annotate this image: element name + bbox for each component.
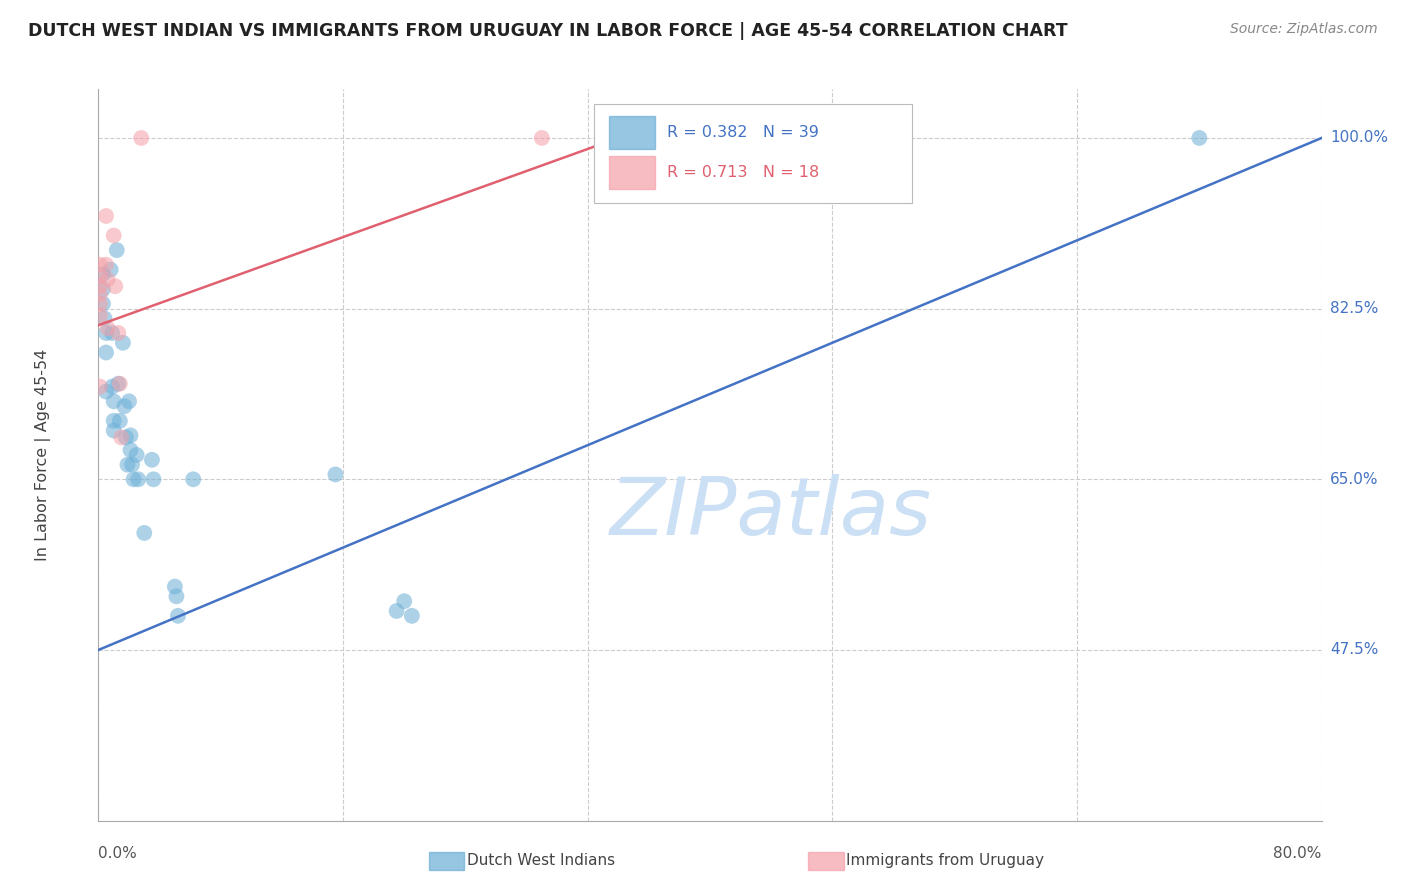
Point xyxy=(385,604,408,618)
Text: 80.0%: 80.0% xyxy=(1274,846,1322,861)
Point xyxy=(103,394,125,409)
Point xyxy=(89,287,111,301)
Point xyxy=(94,326,117,340)
Point xyxy=(117,458,139,472)
Point xyxy=(97,321,120,335)
Point xyxy=(105,243,128,257)
Point xyxy=(392,594,416,608)
Text: 100.0%: 100.0% xyxy=(1330,130,1388,145)
Point xyxy=(163,580,186,594)
Point xyxy=(100,262,122,277)
Point xyxy=(120,428,142,442)
Point xyxy=(94,345,117,359)
Text: DUTCH WEST INDIAN VS IMMIGRANTS FROM URUGUAY IN LABOR FORCE | AGE 45-54 CORRELAT: DUTCH WEST INDIAN VS IMMIGRANTS FROM URU… xyxy=(28,22,1067,40)
Point xyxy=(94,384,117,399)
Point xyxy=(325,467,347,482)
Text: 65.0%: 65.0% xyxy=(1330,472,1378,487)
Point xyxy=(103,424,125,438)
Point xyxy=(103,228,125,243)
Text: 47.5%: 47.5% xyxy=(1330,642,1378,657)
Point xyxy=(107,326,129,340)
Point xyxy=(94,209,117,223)
Text: Dutch West Indians: Dutch West Indians xyxy=(467,854,614,868)
Point xyxy=(108,376,131,391)
Point xyxy=(110,430,132,444)
FancyBboxPatch shape xyxy=(593,103,912,202)
Point xyxy=(142,472,165,486)
Point xyxy=(89,379,111,393)
Point xyxy=(108,414,131,428)
Point xyxy=(141,452,163,467)
Text: R = 0.382   N = 39: R = 0.382 N = 39 xyxy=(668,125,820,140)
Point xyxy=(115,430,138,444)
Text: Immigrants from Uruguay: Immigrants from Uruguay xyxy=(846,854,1045,868)
Point xyxy=(107,376,129,391)
Point xyxy=(94,258,117,272)
Point xyxy=(121,458,143,472)
Text: ZIPatlas: ZIPatlas xyxy=(610,475,932,552)
Point xyxy=(89,309,111,323)
Text: 82.5%: 82.5% xyxy=(1330,301,1378,316)
Point xyxy=(101,326,124,340)
Point xyxy=(89,269,111,284)
Point xyxy=(104,279,127,293)
Text: R = 0.713   N = 18: R = 0.713 N = 18 xyxy=(668,165,820,180)
Point xyxy=(93,311,115,326)
Point xyxy=(103,414,125,428)
Point xyxy=(120,443,142,458)
Point xyxy=(167,608,190,623)
Point xyxy=(89,297,111,311)
Point xyxy=(165,590,187,604)
Point xyxy=(118,394,141,409)
Point xyxy=(122,472,145,486)
Point xyxy=(125,448,148,462)
Text: In Labor Force | Age 45-54: In Labor Force | Age 45-54 xyxy=(35,349,52,561)
Point xyxy=(89,279,111,293)
Point xyxy=(101,379,124,393)
Point xyxy=(112,399,135,413)
Point xyxy=(91,297,114,311)
Point xyxy=(134,525,156,540)
Text: Source: ZipAtlas.com: Source: ZipAtlas.com xyxy=(1230,22,1378,37)
Point xyxy=(89,258,111,272)
Point xyxy=(181,472,204,486)
Point xyxy=(97,272,120,286)
Point xyxy=(401,608,423,623)
Point xyxy=(91,282,114,296)
FancyBboxPatch shape xyxy=(609,156,655,189)
Point xyxy=(127,472,149,486)
Point xyxy=(129,131,152,145)
Point xyxy=(1188,131,1211,145)
Point xyxy=(530,131,553,145)
FancyBboxPatch shape xyxy=(609,116,655,149)
Text: 0.0%: 0.0% xyxy=(98,846,138,861)
Point xyxy=(91,268,114,282)
Point xyxy=(111,335,134,350)
